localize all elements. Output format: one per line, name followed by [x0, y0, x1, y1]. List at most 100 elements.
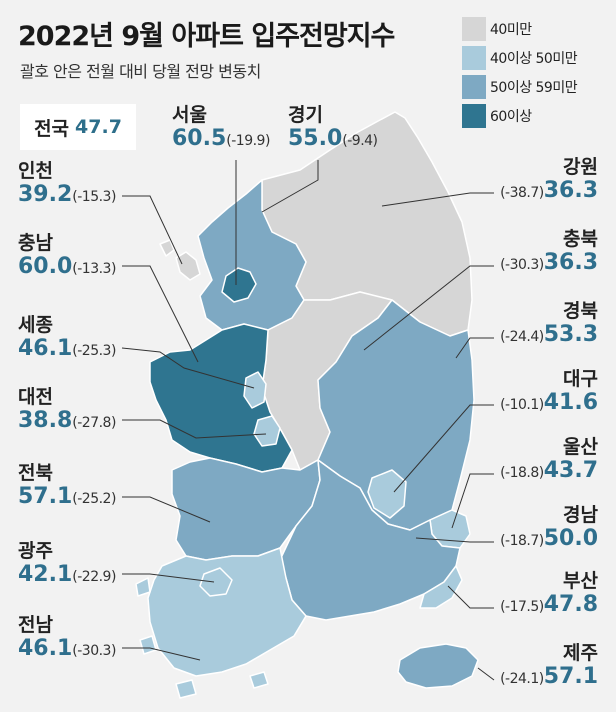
region-value: 38.8 [18, 408, 73, 433]
region-name: 충북 [563, 228, 598, 250]
legend-swatch [462, 103, 486, 128]
label-busan: 부산 (-17.5)47.8 [500, 570, 598, 620]
legend-item: 60이상 [462, 101, 577, 130]
region-value: 36.3 [543, 178, 598, 203]
page-title: 2022년 9월 아파트 입주전망지수 [18, 21, 395, 52]
label-chungnam: 충남 60.0(-13.3) [18, 232, 116, 282]
leader-gyeongbuk [455, 337, 494, 359]
legend-label: 40미만 [490, 21, 532, 38]
region-value: 36.3 [543, 250, 598, 275]
region-gwangju [199, 567, 233, 597]
region-change: (-24.4) [500, 329, 544, 345]
leader-daegu [393, 404, 494, 493]
legend: 40미만 40이상 50미만 50이상 59미만 60이상 [462, 14, 578, 130]
region-change: (-19.9) [226, 133, 270, 149]
region-jeonnam-island [175, 679, 197, 699]
leader-jeonbuk [122, 496, 211, 523]
region-change: (-22.9) [72, 569, 116, 585]
region-name: 전북 [18, 462, 53, 484]
region-jeonnam [147, 547, 307, 677]
region-value: 60.0 [18, 254, 73, 279]
region-value: 46.1 [18, 336, 73, 361]
region-name: 전남 [18, 614, 53, 636]
region-name: 대구 [563, 368, 598, 390]
region-value: 57.1 [18, 484, 73, 509]
leader-sejong [121, 347, 255, 389]
region-name: 경기 [288, 104, 323, 126]
label-seoul: 서울 60.5(-19.9) [172, 104, 270, 154]
label-chungbuk: 충북 (-30.3)36.3 [500, 228, 598, 278]
region-jeju [397, 643, 479, 689]
region-seoul [221, 267, 257, 303]
region-incheon [175, 251, 201, 281]
region-name: 제주 [563, 642, 598, 664]
label-jeonbuk: 전북 57.1(-25.2) [18, 462, 116, 512]
leader-busan [447, 585, 494, 609]
region-change: (-30.3) [72, 643, 116, 659]
region-change: (-27.8) [72, 415, 116, 431]
national-value: 47.7 [75, 116, 122, 138]
legend-item: 40이상 50미만 [462, 43, 578, 72]
legend-label: 50이상 59미만 [490, 79, 578, 96]
region-value: 41.6 [543, 390, 598, 415]
label-gwangju: 광주 42.1(-22.9) [18, 540, 116, 590]
region-change: (-18.7) [500, 533, 544, 549]
region-value: 57.1 [543, 664, 598, 689]
region-jeonnam-island [135, 577, 151, 597]
region-change: (-10.1) [500, 397, 544, 413]
label-gyeongnam: 경남 (-18.7)50.0 [500, 504, 598, 554]
label-ulsan: 울산 (-18.8)43.7 [500, 436, 598, 486]
label-gangwon: 강원 (-38.7)36.3 [500, 156, 598, 206]
region-value: 55.0 [288, 126, 343, 151]
national-label: 전국 [34, 117, 70, 140]
region-change: (-38.7) [500, 185, 544, 201]
region-name: 울산 [563, 436, 598, 458]
leader-gwangju [122, 573, 215, 583]
region-name: 대전 [18, 386, 53, 408]
region-change: (-25.3) [72, 343, 116, 359]
region-name: 강원 [563, 156, 598, 178]
label-jeonnam: 전남 46.1(-30.3) [18, 614, 116, 664]
legend-swatch [462, 45, 486, 70]
leader-gyeongnam [415, 537, 494, 543]
page-subtitle: 괄호 안은 전월 대비 당월 전망 변동치 [20, 62, 261, 81]
region-sejong [243, 371, 267, 409]
leader-ulsan [451, 473, 494, 529]
region-change: (-25.2) [72, 491, 116, 507]
legend-label: 60이상 [490, 108, 532, 125]
leader-chungbuk [363, 265, 494, 351]
region-name: 인천 [18, 160, 53, 182]
legend-item: 50이상 59미만 [462, 72, 578, 101]
label-incheon: 인천 39.2(-15.3) [18, 160, 116, 210]
label-jeju: 제주 (-24.1)57.1 [500, 642, 598, 692]
region-jeonnam-island [249, 671, 269, 689]
legend-swatch [462, 74, 486, 99]
leader-jeju [477, 667, 495, 681]
region-daegu [367, 469, 407, 519]
region-name: 경남 [563, 504, 598, 526]
region-busan [419, 565, 463, 609]
region-change: (-15.3) [72, 189, 116, 205]
label-sejong: 세종 46.1(-25.3) [18, 314, 116, 364]
national-index: 전국 47.7 [20, 104, 136, 150]
leader-daejeon [122, 419, 267, 439]
region-daejeon [253, 415, 281, 447]
region-change: (-24.1) [500, 671, 544, 687]
region-change: (-9.4) [342, 133, 378, 149]
label-daejeon: 대전 38.8(-27.8) [18, 386, 116, 436]
region-value: 46.1 [18, 636, 73, 661]
region-value: 60.5 [172, 126, 227, 151]
label-gyeongbuk: 경북 (-24.4)53.3 [500, 300, 598, 350]
label-gyeonggi: 경기 55.0(-9.4) [288, 104, 378, 154]
legend-swatch [462, 16, 486, 41]
region-value: 43.7 [543, 458, 598, 483]
region-change: (-18.8) [500, 465, 544, 481]
region-change: (-30.3) [500, 257, 544, 273]
region-change: (-17.5) [500, 599, 544, 615]
region-jeonnam-island [139, 635, 157, 655]
region-name: 광주 [18, 540, 53, 562]
label-daegu: 대구 (-10.1)41.6 [500, 368, 598, 418]
region-change: (-13.3) [72, 261, 116, 277]
